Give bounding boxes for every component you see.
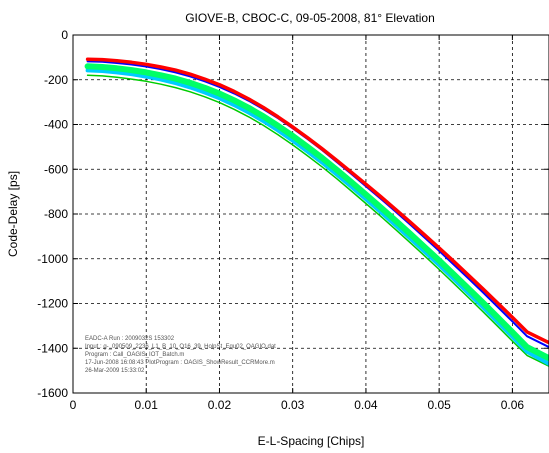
x-tick-label: 0.03 bbox=[281, 398, 305, 412]
annotation-line: 26-Mar-2009 15:33:02 bbox=[85, 368, 145, 374]
ticks: 0 0.01 0.02 0.03 0.04 0.05 0.06 0 -200 -400 -600 -8… bbox=[37, 28, 549, 412]
annotation-line: Program : Call_OAGIS_IOT_Batch.m bbox=[85, 352, 184, 358]
series-group bbox=[84, 57, 549, 367]
y-tick-label: -1600 bbox=[37, 386, 68, 400]
y-tick-label: -1400 bbox=[37, 341, 68, 355]
x-axis-label: E-L-Spacing [Chips] bbox=[258, 434, 365, 448]
y-tick-label: -1000 bbox=[37, 252, 68, 266]
chart-title: GIOVE-B, CBOC-C, 09-05-2008, 81° Elevati… bbox=[185, 11, 435, 25]
y-tick-label: -600 bbox=[44, 162, 68, 176]
series-line bbox=[85, 57, 549, 345]
series-line bbox=[86, 74, 549, 367]
x-tick-label: 0.05 bbox=[427, 398, 451, 412]
annotation-line: EADC-A Run : 2009032S 153302 bbox=[85, 336, 175, 342]
x-tick-label: 0.06 bbox=[501, 398, 525, 412]
annotation-block: EADC-A Run : 2009032S 153302 Input : g-_… bbox=[85, 336, 276, 374]
annotation-line: 17-Jun-2008 16:08:43 PlotProgram : OAGIS… bbox=[85, 360, 275, 366]
series-line bbox=[84, 63, 549, 362]
x-tick-label: 0.04 bbox=[354, 398, 378, 412]
y-axis-label: Code-Delay [ps] bbox=[6, 171, 20, 257]
y-tick-label: 0 bbox=[61, 28, 68, 42]
x-tick-label: 0.01 bbox=[135, 398, 159, 412]
y-tick-label: -800 bbox=[44, 207, 68, 221]
x-tick-label: 0.02 bbox=[208, 398, 232, 412]
series-line bbox=[85, 68, 549, 366]
y-tick-label: -400 bbox=[44, 118, 68, 132]
y-tick-label: -1200 bbox=[37, 297, 68, 311]
y-tick-label: -200 bbox=[44, 73, 68, 87]
grid bbox=[73, 35, 549, 393]
annotation-line: Input : g-_090509_2236_L1_B_10_O16_39_Ho… bbox=[85, 344, 276, 350]
x-tick-label: 0 bbox=[70, 398, 77, 412]
